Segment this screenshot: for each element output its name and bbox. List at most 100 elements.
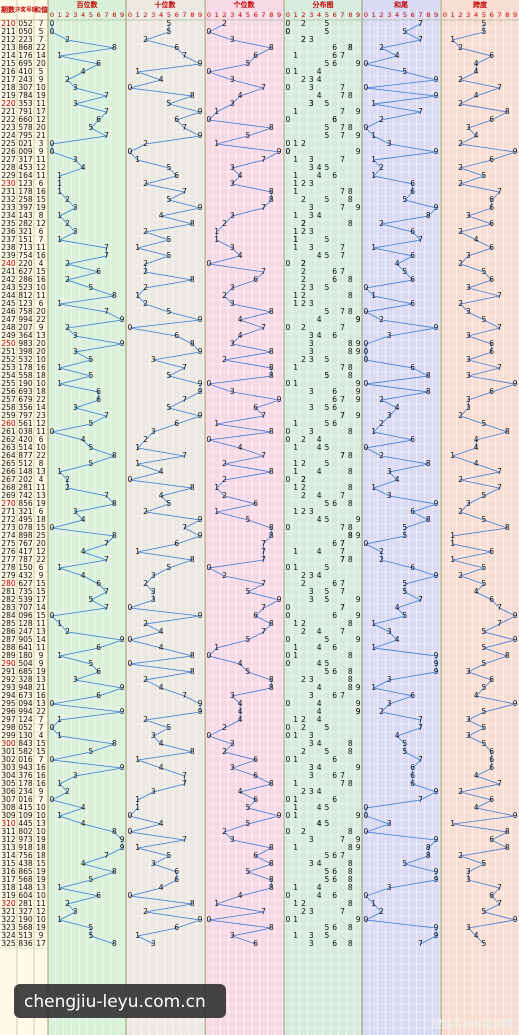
number-digit: 6 [28,499,33,508]
digit: 7 [340,579,345,588]
sum: 7 [39,35,44,44]
period: 221 [1,107,16,116]
digit: 7 [340,411,345,420]
digit: 8 [190,667,195,676]
digit: 5 [325,59,330,68]
column-header: 7 [497,11,501,19]
digit: 9 [356,683,361,692]
digit: 5 [403,523,408,532]
digit: 7 [497,619,502,628]
digit: 4 [317,739,322,748]
column-header: 5 [167,11,171,19]
digit: 3 [73,347,78,356]
digit: 9 [198,315,203,324]
digit: 3 [309,691,314,700]
digit: 2 [379,907,384,916]
digit: 2 [301,19,306,28]
digit: 7 [418,19,423,28]
digit: 8 [348,739,353,748]
digit: 9 [356,763,361,772]
digit: 3 [309,243,314,252]
digit: 7 [340,555,345,564]
number-digit: 5 [28,667,33,676]
digit: 1 [293,755,298,764]
digit: 6 [489,195,494,204]
number: 258 [18,195,33,204]
sum: 5 [39,67,44,76]
number-digit: 6 [28,403,33,412]
number-digit: 6 [23,867,28,876]
number-digit: 5 [23,99,28,108]
digit: 9 [434,667,439,676]
digit: 8 [348,843,353,852]
digit: 6 [253,51,258,60]
number-digit: 1 [23,443,28,452]
digit: 7 [340,547,345,556]
column-header: 6 [411,11,415,19]
sum: 15 [36,859,46,868]
sum: 18 [36,515,46,524]
digit: 9 [513,611,518,620]
digit: 0 [364,379,369,388]
digit: 2 [458,227,463,236]
sum: 11 [36,427,46,436]
number-digit: 6 [28,51,33,60]
period: 229 [1,171,16,180]
digit: 6 [489,339,494,348]
sum: 15 [36,587,46,596]
number-digit: 8 [28,43,33,52]
number-digit: 1 [18,363,23,372]
digit: 4 [81,571,86,580]
digit: 8 [505,427,510,436]
digit: 6 [96,579,101,588]
digit: 3 [466,251,471,260]
number-digit: 8 [28,923,33,932]
period: 259 [1,411,16,420]
digit: 6 [332,499,337,508]
period: 216 [1,67,16,76]
digit: 8 [348,467,353,476]
column-header: 1 [136,11,140,19]
number-digit: 8 [28,675,33,684]
digit: 9 [434,323,439,332]
digit: 1 [214,643,219,652]
digit: 7 [340,307,345,316]
digit: 2 [301,355,306,364]
digit: 6 [489,203,494,212]
number: 898 [18,531,33,540]
digit: 8 [269,467,274,476]
column-header: 3 [387,11,391,19]
digit: 7 [418,107,423,116]
sum: 23 [36,411,46,420]
number: 791 [18,107,33,116]
digit: 0 [364,355,369,364]
digit: 3 [230,99,235,108]
digit: 5 [325,19,330,28]
watermark-source: 搜狐号@乡歌体育 [432,1017,512,1030]
digit: 1 [371,483,376,492]
sum: 21 [36,683,46,692]
number-digit: 0 [23,659,28,668]
sum: 10 [36,443,46,452]
number-digit: 1 [23,155,28,164]
number-digit: 8 [23,747,28,756]
digit: 2 [301,475,306,484]
digit: 6 [253,275,258,284]
digit: 9 [198,707,203,716]
digit: 7 [340,603,345,612]
number-digit: 0 [18,523,23,532]
digit: 5 [482,27,487,36]
digit: 1 [293,619,298,628]
sum: 20 [36,539,46,548]
digit: 2 [301,475,306,484]
digit: 2 [301,715,306,724]
panel-title: 分布图 [313,0,334,9]
digit: 2 [143,579,148,588]
number-digit: 1 [18,883,23,892]
column-header: 7 [182,11,186,19]
sum: 6 [39,227,44,236]
sum: 22 [36,43,46,52]
column-header: 4 [238,11,242,19]
digit: 6 [332,275,337,284]
number-digit: 0 [18,147,23,156]
